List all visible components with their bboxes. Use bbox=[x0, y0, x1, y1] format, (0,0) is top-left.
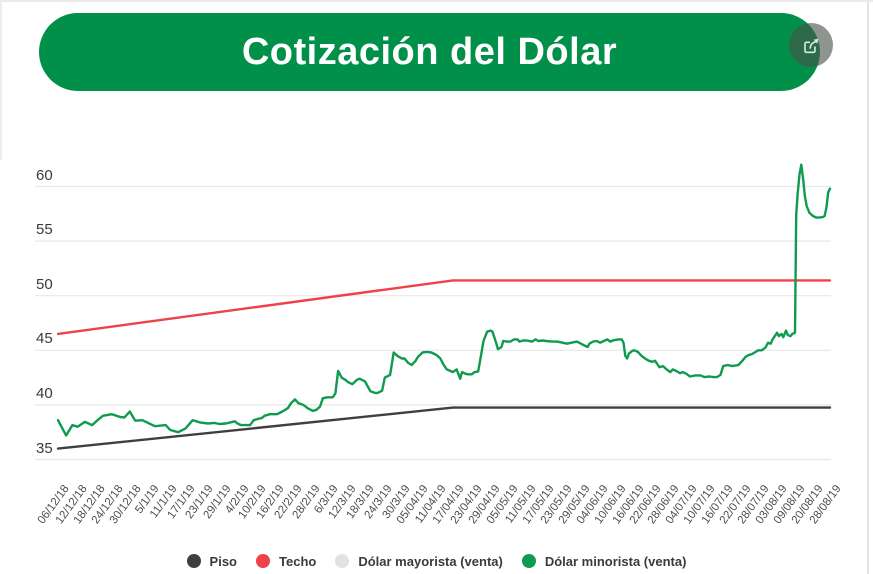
legend-dot-icon bbox=[521, 554, 536, 568]
y-tick-label: 35 bbox=[36, 440, 53, 457]
legend-label: Piso bbox=[209, 553, 238, 569]
share-button[interactable] bbox=[789, 23, 833, 67]
legend-label: Techo bbox=[279, 553, 317, 569]
card-border-right bbox=[867, 2, 869, 574]
y-tick-label: 60 bbox=[36, 167, 53, 184]
card-border-left bbox=[0, 2, 2, 160]
y-tick-label: 50 bbox=[36, 276, 53, 293]
legend-label: Dólar minorista (venta) bbox=[544, 553, 687, 569]
series-line-piso bbox=[56, 406, 832, 450]
legend-dot-icon bbox=[256, 554, 271, 568]
series-line-techo bbox=[56, 279, 832, 336]
y-tick-label: 40 bbox=[36, 385, 53, 402]
legend-label: Dólar mayorista (venta) bbox=[358, 553, 503, 569]
page-title: Cotización del Dólar bbox=[241, 30, 618, 73]
share-icon bbox=[803, 38, 818, 53]
y-tick-label: 45 bbox=[36, 330, 53, 347]
legend-item-minorista[interactable]: Dólar minorista (venta) bbox=[521, 553, 687, 569]
card-border-top bbox=[0, 0, 873, 2]
chart-legend: Piso Techo Dólar mayorista (venta) Dólar mi… bbox=[0, 551, 873, 571]
title-banner: Cotización del Dólar bbox=[39, 13, 820, 91]
legend-item-piso[interactable]: Piso bbox=[186, 553, 238, 569]
legend-item-mayorista[interactable]: Dólar mayorista (venta) bbox=[335, 554, 503, 569]
legend-dot-icon bbox=[335, 554, 350, 568]
legend-item-techo[interactable]: Techo bbox=[256, 554, 316, 569]
series-line-minorista bbox=[56, 163, 832, 437]
legend-dot-icon bbox=[186, 554, 201, 568]
y-tick-label: 55 bbox=[36, 221, 53, 238]
